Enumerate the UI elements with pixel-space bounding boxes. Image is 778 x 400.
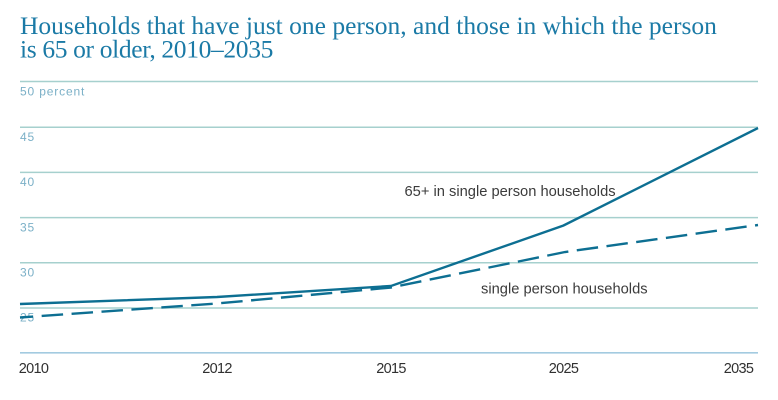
- svg-text:50 percent: 50 percent: [20, 85, 85, 99]
- svg-text:Households that have just one: Households that have just one person, an…: [20, 11, 717, 40]
- svg-text:45: 45: [20, 130, 35, 144]
- svg-text:35: 35: [20, 220, 35, 234]
- svg-text:65+ in single person household: 65+ in single person households: [405, 184, 616, 200]
- svg-text:2035: 2035: [724, 361, 754, 377]
- svg-text:2012: 2012: [202, 361, 232, 377]
- svg-text:40: 40: [20, 175, 35, 189]
- svg-text:is 65 or older, 2010–2035: is 65 or older, 2010–2035: [20, 35, 273, 64]
- svg-text:30: 30: [20, 266, 35, 280]
- svg-text:single person households: single person households: [481, 281, 648, 297]
- svg-text:2010: 2010: [19, 361, 49, 377]
- svg-text:2025: 2025: [549, 361, 579, 377]
- svg-text:2015: 2015: [376, 361, 406, 377]
